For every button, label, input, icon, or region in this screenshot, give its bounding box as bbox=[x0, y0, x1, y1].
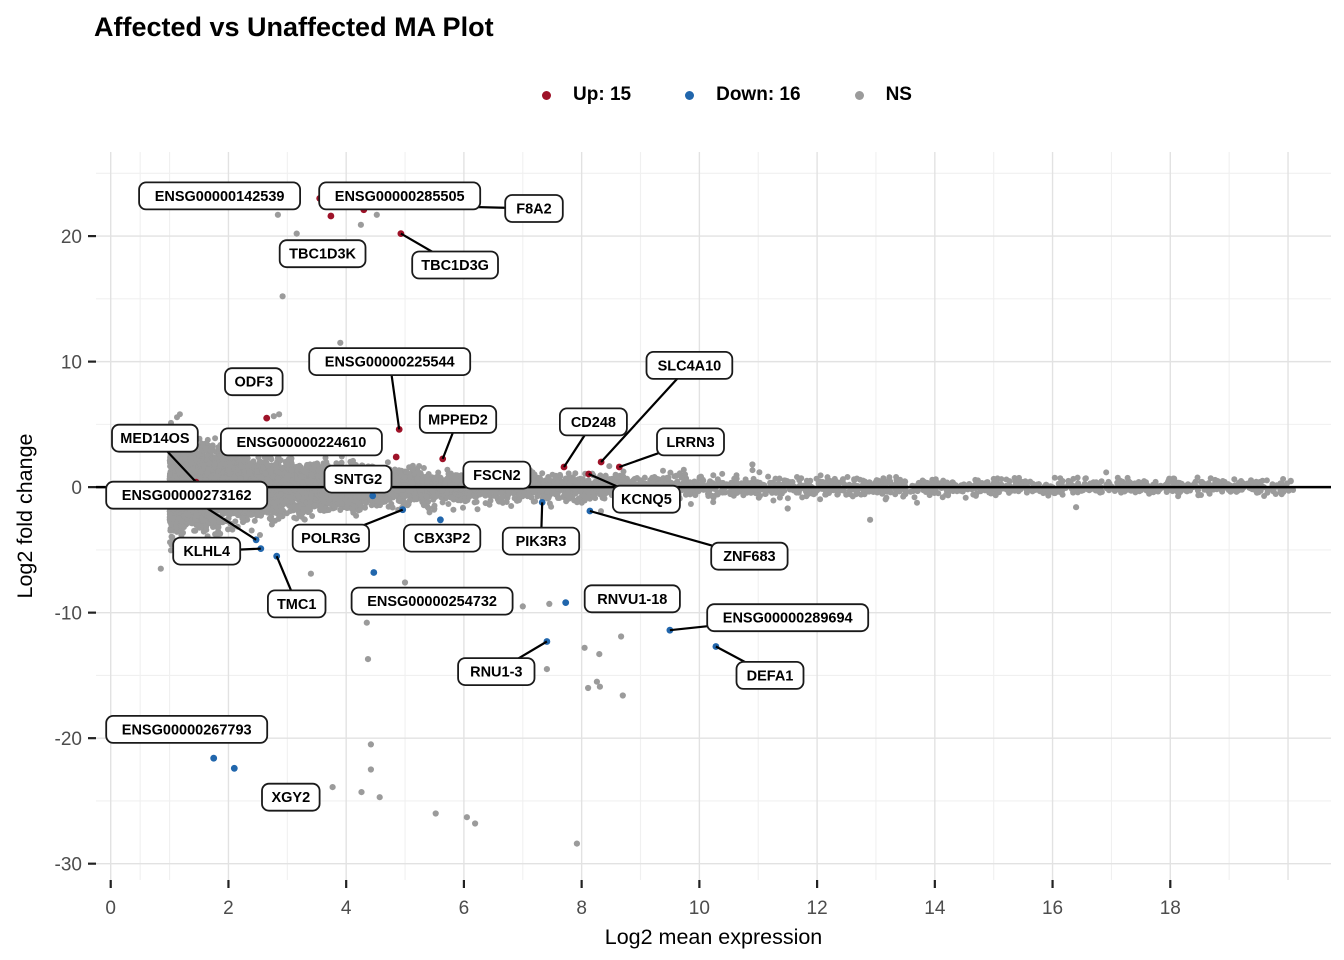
gene-label-RNU1-3: RNU1-3 bbox=[457, 657, 536, 686]
gene-point-ENSG00000224610 bbox=[392, 453, 400, 461]
x-axis-title: Log2 mean expression bbox=[605, 925, 823, 949]
gene-point-ENSG00000254732 bbox=[370, 569, 378, 576]
up-dot-icon bbox=[542, 90, 552, 100]
gene-label-TMC1: TMC1 bbox=[266, 589, 327, 619]
gene-point-TBC1D3K bbox=[327, 212, 335, 220]
gene-label-F8A2: F8A2 bbox=[504, 194, 564, 223]
gene-label-TBC1D3G: TBC1D3G bbox=[411, 250, 499, 280]
gene-label-ZNF683: ZNF683 bbox=[710, 541, 789, 571]
gene-label-ENSG00000224610: ENSG00000224610 bbox=[219, 427, 383, 457]
gene-label-ENSG00000289694: ENSG00000289694 bbox=[706, 603, 870, 633]
gene-point-ENSG00000267793 bbox=[210, 754, 218, 762]
gene-point-KLHL4 bbox=[257, 545, 265, 552]
gene-label-CBX3P2: CBX3P2 bbox=[402, 523, 482, 553]
legend-item-up: Up: 15 bbox=[542, 84, 631, 106]
gene-label-MPPED2: MPPED2 bbox=[418, 404, 498, 434]
gene-label-MED14OS: MED14OS bbox=[111, 423, 199, 453]
gene-label-SNTG2: SNTG2 bbox=[323, 464, 393, 494]
gene-label-ODF3: ODF3 bbox=[224, 367, 284, 397]
y-axis-title: Log2 fold change bbox=[13, 434, 37, 599]
gene-label-CD248: CD248 bbox=[559, 407, 628, 437]
legend-up-label: Up: 15 bbox=[573, 84, 632, 105]
gene-label-ENSG00000254732: ENSG00000254732 bbox=[350, 586, 514, 616]
gene-point-RNVU1-18 bbox=[562, 599, 570, 606]
gene-label-DEFA1: DEFA1 bbox=[735, 661, 805, 690]
legend-down-label: Down: 16 bbox=[716, 84, 801, 105]
gene-point-ODF3 bbox=[263, 414, 271, 422]
gene-label-FSCN2: FSCN2 bbox=[462, 460, 532, 490]
gene-label-ENSG00000225544: ENSG00000225544 bbox=[308, 347, 472, 377]
gene-point-XGY2 bbox=[230, 764, 238, 772]
gene-label-POLR3G: POLR3G bbox=[291, 523, 371, 553]
gene-label-PIK3R3: PIK3R3 bbox=[501, 526, 581, 556]
legend-ns-label: NS bbox=[885, 84, 912, 105]
gene-label-ENSG00000273162: ENSG00000273162 bbox=[105, 480, 269, 510]
gene-label-TBC1D3K: TBC1D3K bbox=[278, 239, 367, 269]
gene-label-ENSG00000267793: ENSG00000267793 bbox=[105, 715, 269, 744]
legend: Up: 15 Down: 16 NS bbox=[0, 84, 1344, 106]
down-dot-icon bbox=[685, 90, 695, 100]
gene-label-SLC4A10: SLC4A10 bbox=[645, 350, 734, 380]
page-title: Affected vs Unaffected MA Plot bbox=[94, 12, 494, 42]
gene-label-LRRN3: LRRN3 bbox=[656, 427, 725, 457]
legend-item-ns: NS bbox=[854, 84, 912, 106]
gene-label-RNVU1-18: RNVU1-18 bbox=[583, 584, 681, 614]
gene-label-KCNQ5: KCNQ5 bbox=[612, 484, 681, 514]
gene-point-SNTG2 bbox=[369, 492, 377, 500]
gene-label-ENSG00000285505: ENSG00000285505 bbox=[318, 181, 482, 211]
leader-line-SLC4A10 bbox=[600, 364, 691, 463]
gene-point-CBX3P2 bbox=[437, 516, 444, 524]
gene-label-ENSG00000142539: ENSG00000142539 bbox=[138, 181, 302, 211]
ns-dot-icon bbox=[854, 90, 864, 100]
gene-label-XGY2: XGY2 bbox=[261, 782, 321, 812]
legend-item-down: Down: 16 bbox=[685, 84, 801, 106]
ma-scatter-plot: ENSG00000142539 ENSG00000285505F8A2TBC1D3… bbox=[13, 152, 1331, 949]
gene-label-KLHL4: KLHL4 bbox=[172, 536, 242, 566]
